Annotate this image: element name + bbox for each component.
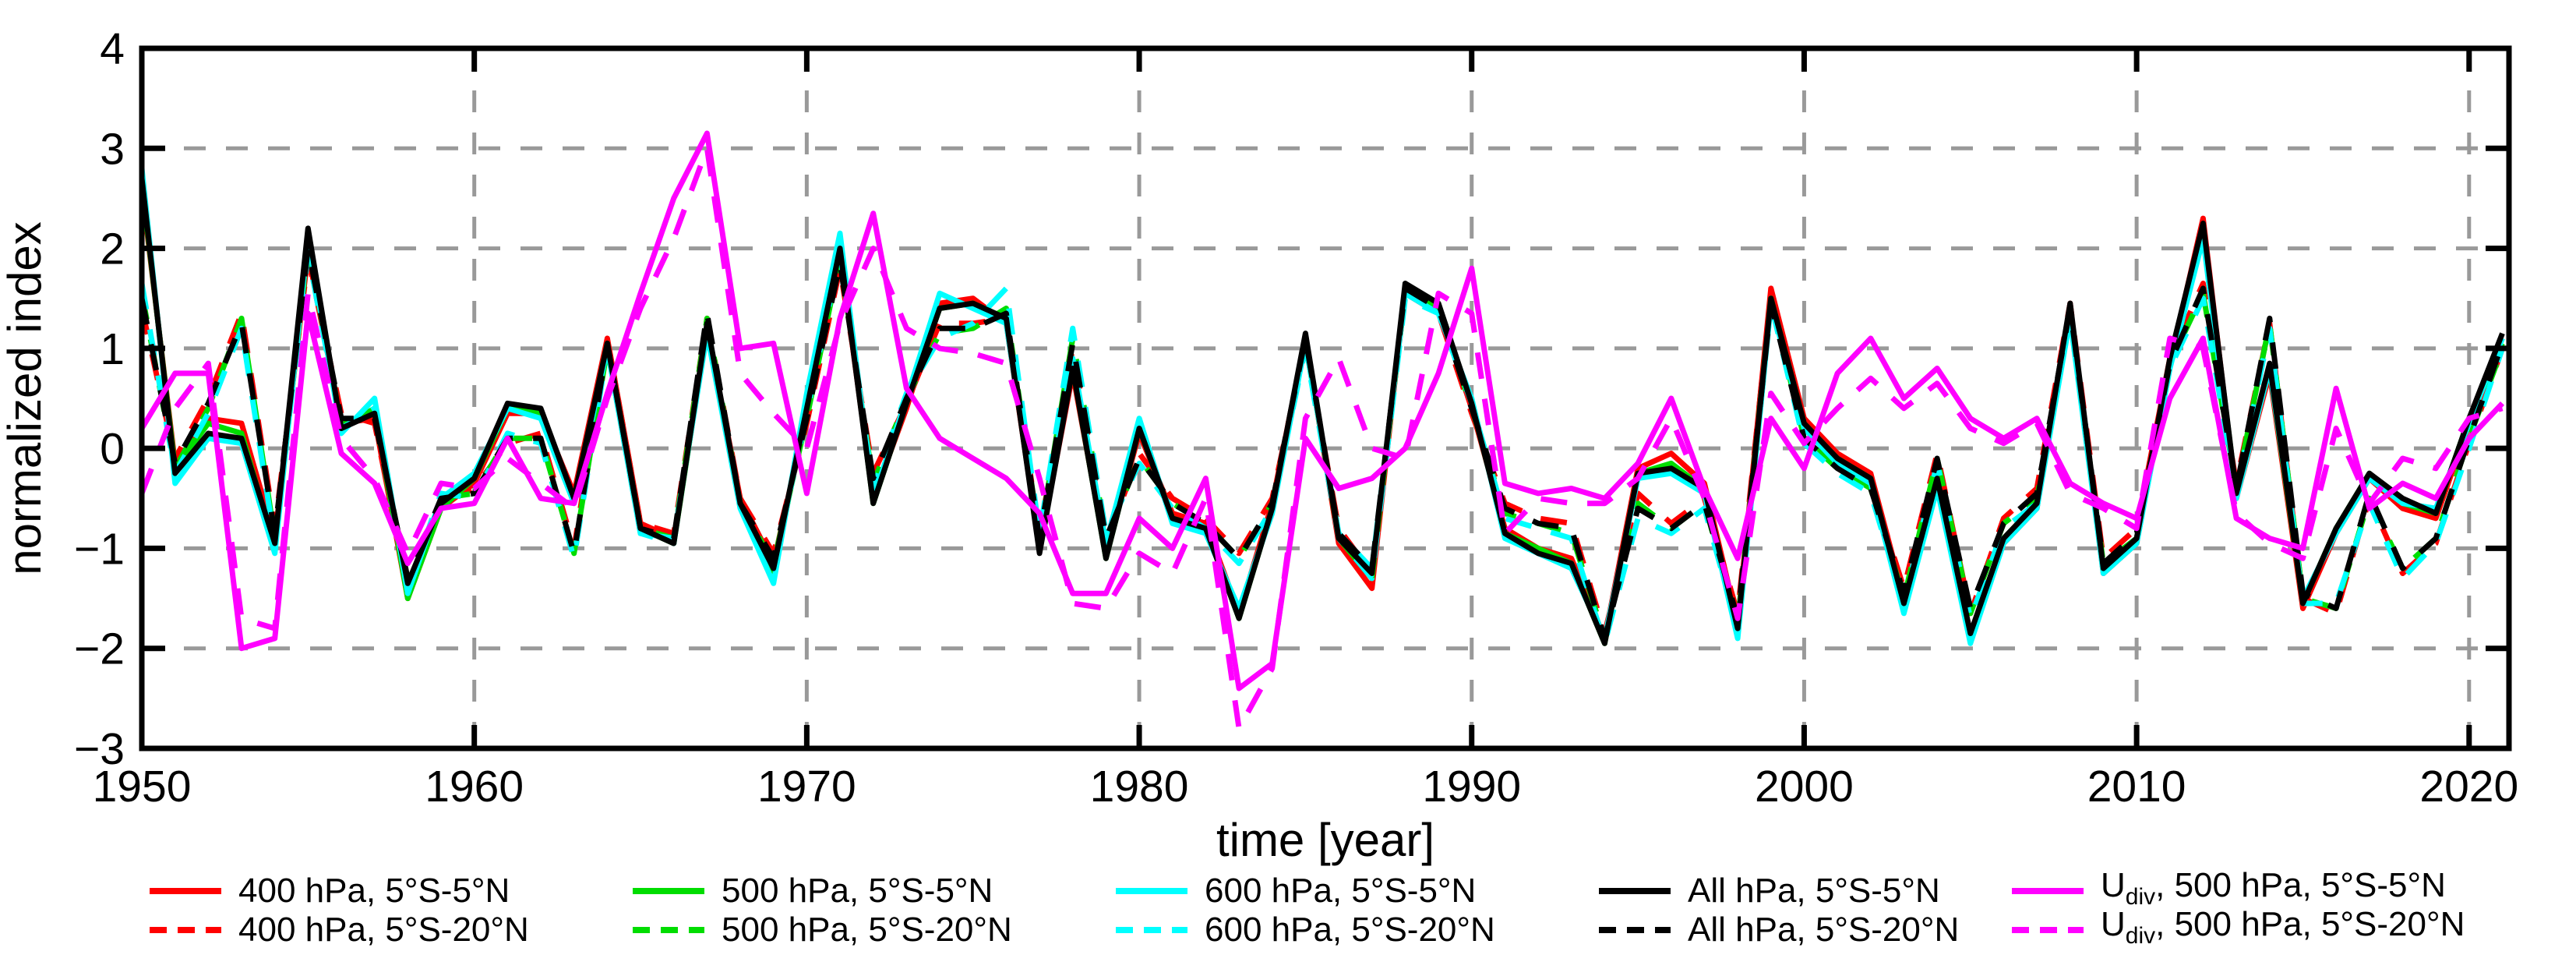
legend-item-Udiv-500hPa-5S-5N: Udiv, 500 hPa, 5°S-5°N — [2012, 866, 2465, 911]
axes-frame-layer — [139, 45, 2512, 752]
series-line-Udiv-500hPa-5S-5N — [139, 130, 2505, 691]
series-line-400hPa-5S-20N — [139, 255, 2505, 636]
series-line-Udiv-500hPa-5S-20N — [139, 145, 2504, 731]
x-tick-label-2020: 2020 — [2419, 762, 2518, 812]
series-line-400hPa-5S-5N — [139, 188, 2505, 642]
legend-swatch-dashed-line — [633, 927, 704, 933]
legend-label-Udiv-500hPa-5S-20N: Udiv, 500 hPa, 5°S-20°N — [2101, 904, 2465, 949]
legend-item-500hPa-5S-20N: 500 hPa, 5°S-20°N — [633, 911, 1012, 950]
legend-swatch-dashed-line — [2012, 927, 2084, 933]
legend-label-Udiv-500hPa-5S-5N: Udiv, 500 hPa, 5°S-5°N — [2101, 865, 2446, 910]
y-tick-label-4: 4 — [100, 24, 125, 74]
y-tick-label-1: 1 — [100, 324, 125, 374]
legend-swatch-dashed-line — [1599, 927, 1671, 933]
x-tick-label-1950: 1950 — [93, 762, 192, 812]
legend-swatch-dashed-line — [1116, 927, 1187, 933]
legend-swatch-solid-line — [1599, 888, 1671, 894]
legend-swatch-solid-line — [150, 888, 221, 894]
chart-legend: 400 hPa, 5°S-5°N 400 hPa, 5°S-20°N 500 hPa… — [0, 866, 2576, 969]
legend-label-400hPa-5S-5N: 400 hPa, 5°S-5°N — [238, 872, 510, 910]
legend-item-Udiv-500hPa-5S-20N: Udiv, 500 hPa, 5°S-20°N — [2012, 905, 2465, 950]
legend-label-500hPa-5S-20N: 500 hPa, 5°S-20°N — [722, 911, 1012, 949]
x-tick-label-1960: 1960 — [425, 762, 524, 812]
legend-column-3: 600 hPa, 5°S-5°N 600 hPa, 5°S-20°N — [1116, 872, 1495, 950]
line-chart: 1950 1960 1970 1980 1990 2000 2010 2020 4 3 2 1 0 −1 −… — [0, 24, 2518, 866]
legend-swatch-solid-line — [1116, 888, 1187, 894]
y-axis-label: normalized index — [0, 221, 51, 575]
legend-column-2: 500 hPa, 5°S-5°N 500 hPa, 5°S-20°N — [633, 872, 1012, 950]
legend-column-1: 400 hPa, 5°S-5°N 400 hPa, 5°S-20°N — [150, 872, 529, 950]
legend-item-600hPa-5S-20N: 600 hPa, 5°S-20°N — [1116, 911, 1495, 950]
legend-label-600hPa-5S-20N: 600 hPa, 5°S-20°N — [1205, 911, 1495, 949]
legend-column-5: Udiv, 500 hPa, 5°S-5°N Udiv, 500 hPa, 5°S… — [2012, 866, 2465, 950]
tick-label-layer: 1950 1960 1970 1980 1990 2000 2010 2020 4 3 2 1 0 −1 −… — [74, 24, 2518, 812]
series-line-AllhPa-5S-20N — [139, 246, 2505, 642]
y-tick-label--1: −1 — [74, 524, 125, 574]
y-tick-label-3: 3 — [100, 124, 125, 174]
legend-label-AllhPa-5S-20N: All hPa, 5°S-20°N — [1688, 911, 1960, 949]
grid-layer — [142, 48, 2509, 748]
y-tick-label--3: −3 — [74, 724, 125, 774]
legend-label-AllhPa-5S-5N: All hPa, 5°S-5°N — [1688, 872, 1940, 910]
x-axis-label: time [year] — [1216, 814, 1434, 866]
legend-item-400hPa-5S-20N: 400 hPa, 5°S-20°N — [150, 911, 529, 950]
x-tick-label-1970: 1970 — [757, 762, 856, 812]
legend-swatch-dashed-line — [150, 927, 221, 933]
legend-item-AllhPa-5S-20N: All hPa, 5°S-20°N — [1599, 911, 1959, 950]
y-tick-label-2: 2 — [100, 225, 125, 274]
y-tick-label-0: 0 — [100, 424, 125, 474]
x-tick-label-2010: 2010 — [2087, 762, 2186, 812]
y-tick-label--2: −2 — [74, 624, 125, 674]
legend-swatch-solid-line — [2012, 888, 2084, 894]
series-line-AllhPa-5S-5N — [139, 178, 2505, 646]
series-line-500hPa-5S-5N — [139, 182, 2505, 646]
x-tick-label-2000: 2000 — [1755, 762, 1854, 812]
legend-label-400hPa-5S-20N: 400 hPa, 5°S-20°N — [238, 911, 529, 949]
legend-label-600hPa-5S-5N: 600 hPa, 5°S-5°N — [1205, 872, 1477, 910]
x-tick-label-1990: 1990 — [1422, 762, 1521, 812]
legend-item-600hPa-5S-5N: 600 hPa, 5°S-5°N — [1116, 872, 1495, 911]
x-tick-label-1980: 1980 — [1090, 762, 1189, 812]
legend-label-500hPa-5S-5N: 500 hPa, 5°S-5°N — [722, 872, 993, 910]
legend-swatch-solid-line — [633, 888, 704, 894]
legend-column-4: All hPa, 5°S-5°N All hPa, 5°S-20°N — [1599, 872, 1959, 950]
legend-item-AllhPa-5S-5N: All hPa, 5°S-5°N — [1599, 872, 1959, 911]
legend-item-500hPa-5S-5N: 500 hPa, 5°S-5°N — [633, 872, 1012, 911]
series-line-600hPa-5S-5N — [139, 168, 2505, 646]
legend-item-400hPa-5S-5N: 400 hPa, 5°S-5°N — [150, 872, 529, 911]
series-layer — [139, 130, 2505, 731]
plot-frame — [139, 45, 2512, 752]
